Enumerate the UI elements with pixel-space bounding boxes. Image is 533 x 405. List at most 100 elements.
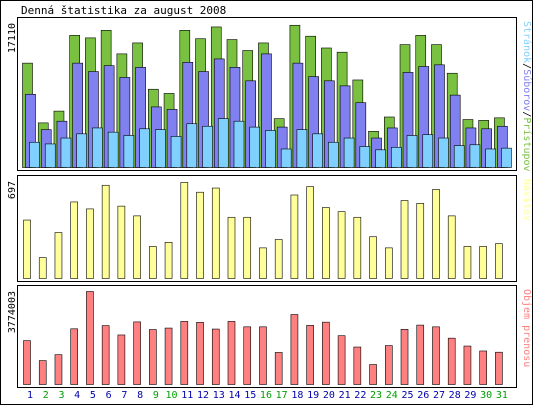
x-tick-label: 23 [370,390,382,401]
bar-Objem prenosu-day-12 [196,322,204,385]
series-Návštev [23,182,503,279]
bar-Stránok-day-23 [375,149,386,168]
bar-Návštev-day-14 [227,216,236,279]
bar-Stránok-day-20 [328,141,339,168]
bar-Objem prenosu-day-1 [23,340,31,385]
legend-entry: / [521,111,532,117]
bar-Objem prenosu-day-27 [432,326,440,385]
legend: Objem prenosu [521,289,532,367]
y-max-label: 3774003 [7,291,18,333]
x-tick-label: 3 [58,390,64,401]
bar-Stránok-day-17 [280,148,292,168]
bar-Návštev-day-12 [196,191,204,279]
x-tick-label: 17 [276,390,288,401]
x-tick-label: 25 [401,390,413,401]
x-tick-label: 2 [43,390,49,401]
x-tick-label: 22 [354,390,366,401]
x-tick-label: 20 [323,390,335,401]
x-tick-label: 30 [480,390,492,401]
x-tick-label: 12 [197,390,209,401]
bar-Objem prenosu-day-11 [180,321,189,385]
bar-Návštev-day-17 [274,239,283,279]
bar-Stránok-day-8 [139,128,150,168]
bar-Návštev-day-22 [353,216,362,279]
bar-Objem prenosu-day-14 [227,321,236,385]
bar-Stránok-day-11 [186,123,198,168]
x-tick-label: 8 [137,390,143,401]
bar-Objem prenosu-day-24 [384,345,393,385]
bar-Objem prenosu-day-30 [479,350,487,385]
legend-entry: Objem prenosu [521,289,532,367]
bar-Objem prenosu-day-10 [164,327,173,385]
bar-Návštev-day-21 [337,211,346,279]
bar-Stránok-day-14 [233,120,245,168]
x-tick-label: 27 [433,390,445,401]
x-tick-label: 6 [106,390,112,401]
bar-Stránok-day-9 [155,129,166,168]
bar-Objem prenosu-day-20 [322,321,330,385]
bar-Stránok-day-12 [202,125,213,168]
panel-traffic: 17110 Stránok/Súborov/Prístupov [7,17,533,172]
bar-Stránok-day-19 [312,133,323,168]
bar-Stránok-day-1 [29,141,40,168]
bar-Stránok-day-30 [485,148,496,168]
bar-Návštev-day-31 [495,243,503,279]
bar-Návštev-day-26 [416,203,425,279]
bar-Objem prenosu-day-26 [416,324,425,385]
x-tick-label: 14 [228,390,240,401]
bar-Stránok-day-15 [249,126,261,168]
bar-Stránok-day-6 [107,131,119,168]
bar-Stránok-day-4 [76,133,87,168]
bar-Návštev-day-4 [70,201,78,279]
bar-Stránok-day-28 [453,145,465,168]
bar-Návštev-day-19 [306,186,314,279]
bar-Návštev-day-2 [38,257,47,279]
bar-Návštev-day-1 [23,219,31,279]
bar-Objem prenosu-day-13 [211,328,220,385]
x-tick-label: 4 [74,390,80,401]
bar-Objem prenosu-day-23 [369,364,377,385]
bar-Návštev-day-25 [400,200,409,279]
bar-Stránok-day-21 [343,137,355,168]
x-axis-labels: 1 2 3 4 5 6 7 8 9 10 11 12 13 14 15 16 17 18 19 20 21 22 23 24 2… [27,390,508,401]
x-tick-label: 15 [244,390,256,401]
x-tick-label: 21 [339,390,351,401]
legend: Stránok/Súborov/Prístupov [521,21,533,172]
bar-Stránok-day-31 [501,147,512,168]
series-Stránok [29,118,512,168]
bar-Návštev-day-11 [180,182,189,279]
bar-Návštev-day-5 [86,208,94,279]
x-tick-label: 18 [291,390,303,401]
panel-visits: 697 Návštev [7,175,533,282]
x-tick-label: 11 [181,390,193,401]
legend-entry: / [521,63,532,69]
x-tick-label: 31 [496,390,508,401]
chart-title: Denná štatistika za august 2008 [21,4,226,17]
x-tick-label: 1 [27,390,33,401]
bar-Objem prenosu-day-6 [101,325,110,385]
bar-Návštev-day-24 [384,247,393,279]
bar-Návštev-day-7 [117,205,126,279]
bar-Objem prenosu-day-25 [400,329,409,385]
x-tick-label: 13 [213,390,225,401]
bar-Stránok-day-27 [438,137,449,168]
bar-Stránok-day-5 [92,127,103,168]
bar-Návštev-day-15 [243,216,252,279]
bar-Návštev-day-16 [259,247,267,279]
bar-Stránok-day-18 [296,129,308,168]
x-tick-label: 29 [464,390,476,401]
x-tick-label: 9 [153,390,159,401]
bar-Objem prenosu-day-29 [463,345,472,385]
bar-Objem prenosu-day-5 [86,291,94,385]
x-tick-label: 16 [260,390,272,401]
bar-Návštev-day-29 [463,246,472,279]
bar-Návštev-day-13 [211,187,220,279]
bar-Návštev-day-27 [432,189,440,279]
x-tick-label: 28 [449,390,461,401]
x-tick-label: 19 [307,390,319,401]
y-max-label: 697 [7,181,18,199]
legend-entry: Stránok [521,21,533,63]
x-tick-label: 7 [121,390,127,401]
legend-entry: Návštev [521,179,533,221]
